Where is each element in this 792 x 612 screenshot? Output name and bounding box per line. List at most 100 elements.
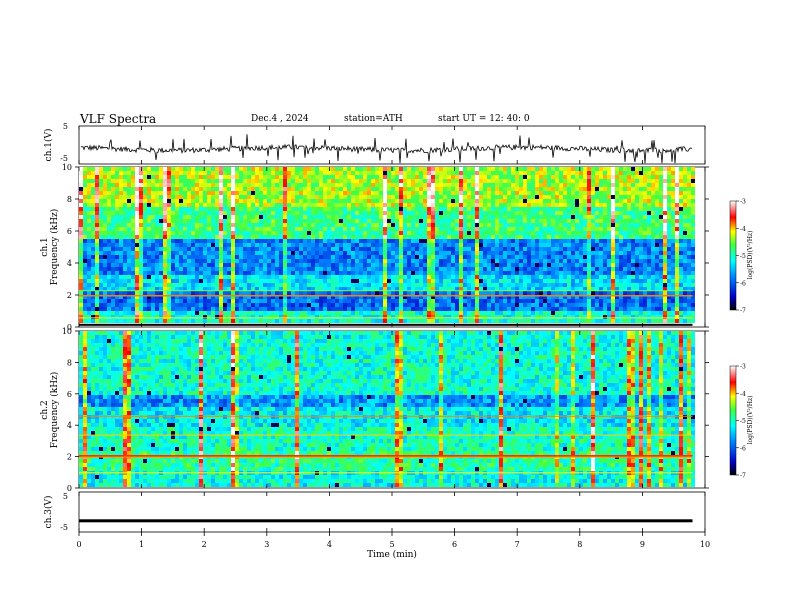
- spectrogram-cell: [259, 235, 263, 239]
- spectrogram-cell: [295, 191, 299, 195]
- spectrogram-cell: [347, 203, 351, 207]
- spectrogram-cell: [615, 223, 619, 227]
- spectrogram-cell: [95, 275, 99, 279]
- spectrogram-cell: [591, 239, 595, 243]
- spectrogram-cell: [455, 243, 459, 247]
- spectrogram-cell: [151, 179, 155, 183]
- spectrogram-cell: [287, 215, 291, 219]
- spectrogram-cell: [475, 199, 479, 203]
- spectrogram-cell: [607, 275, 611, 279]
- spectrogram-cell: [535, 227, 539, 231]
- spectrogram-cell: [543, 175, 547, 179]
- spectrogram-cell: [267, 243, 271, 247]
- spectrogram-cell: [543, 207, 547, 211]
- spectrogram-cell: [331, 259, 335, 263]
- spectrogram-cell: [363, 247, 367, 251]
- spectrogram-cell: [495, 199, 499, 203]
- spectrogram-cell: [383, 199, 387, 203]
- spectrogram-cell: [147, 287, 151, 291]
- spectrogram-cell: [335, 231, 339, 235]
- spectrogram-cell: [631, 199, 635, 203]
- spectrogram-cell: [403, 207, 407, 211]
- spectrogram-cell: [523, 231, 527, 235]
- spectrogram-cell: [327, 235, 331, 239]
- spectrogram-cell: [603, 207, 607, 211]
- spectrogram-cell: [547, 183, 551, 187]
- spectrogram-cell: [643, 223, 647, 227]
- spectrogram-cell: [311, 191, 315, 195]
- spectrogram-cell: [319, 199, 323, 203]
- spectrogram-cell: [219, 255, 223, 259]
- spectrogram-cell: [379, 255, 383, 259]
- spectrogram-cell: [691, 287, 695, 291]
- spectrogram-cell: [207, 227, 211, 231]
- spectrogram-cell: [163, 251, 167, 255]
- spectrogram-cell: [131, 271, 135, 275]
- spectrogram-cell: [599, 179, 603, 183]
- spectrogram-cell: [551, 279, 555, 283]
- spectrogram-cell: [287, 283, 291, 287]
- spectrogram-cell: [199, 263, 203, 267]
- spectrogram-cell: [623, 223, 627, 227]
- spectrogram-cell: [171, 291, 175, 295]
- spectrogram-cell: [455, 259, 459, 263]
- spectrogram-cell: [255, 171, 259, 175]
- spectrogram-cell: [311, 219, 315, 223]
- spectrogram-cell: [399, 203, 403, 207]
- spectrogram-cell: [303, 203, 307, 207]
- spectrogram-cell: [511, 203, 515, 207]
- spectrogram-cell: [311, 271, 315, 275]
- spectrogram-cell: [283, 179, 287, 183]
- spectrogram-cell: [603, 267, 607, 271]
- spectrogram-cell: [327, 187, 331, 191]
- spectrogram-cell: [227, 255, 231, 259]
- spectrogram-cell: [219, 227, 223, 231]
- spectrogram-cell: [583, 263, 587, 267]
- spectrogram-cell: [487, 259, 491, 263]
- spectrogram-cell: [243, 235, 247, 239]
- spectrogram-cell: [651, 227, 655, 231]
- spectrogram-cell: [535, 287, 539, 291]
- spectrogram-cell: [627, 259, 631, 263]
- spectrogram-cell: [395, 291, 399, 295]
- spectrogram-cell: [315, 287, 319, 291]
- spectrogram-cell: [607, 187, 611, 191]
- spectrogram-cell: [355, 203, 359, 207]
- spectrogram-cell: [135, 267, 139, 271]
- spectrogram-cell: [135, 227, 139, 231]
- spectrogram-cell: [647, 283, 651, 287]
- spectrogram-cell: [107, 271, 111, 275]
- spectrogram-cell: [383, 275, 387, 279]
- spectrogram-cell: [415, 167, 419, 171]
- spectrogram-cell: [555, 267, 559, 271]
- spectrogram-cell: [419, 207, 423, 211]
- spectrogram-cell: [639, 223, 643, 227]
- spectrogram-cell: [387, 179, 391, 183]
- spectrogram-cell: [167, 291, 171, 295]
- spectrogram-cell: [507, 291, 511, 295]
- spectrogram-cell: [631, 279, 635, 283]
- spectrogram-cell: [115, 191, 119, 195]
- spectrogram-cell: [607, 171, 611, 175]
- spectrogram-cell: [515, 203, 519, 207]
- spectrogram-cell: [683, 195, 687, 199]
- spectrogram-cell: [199, 167, 203, 171]
- spectrogram-cell: [199, 215, 203, 219]
- spectrogram-cell: [599, 203, 603, 207]
- spectrogram-cell: [171, 219, 175, 223]
- spectrogram-cell: [179, 179, 183, 183]
- spectrogram-cell: [511, 283, 515, 287]
- spectrogram-cell: [675, 179, 679, 183]
- spectrogram-cell: [503, 175, 507, 179]
- spectrogram-cell: [199, 239, 203, 243]
- spectrogram-cell: [407, 243, 411, 247]
- spectrogram-cell: [207, 187, 211, 191]
- spectrogram-cell: [399, 259, 403, 263]
- spectrogram-cell: [263, 211, 267, 215]
- spectrogram-cell: [435, 263, 439, 267]
- spectrogram-cell: [147, 203, 151, 207]
- spectrogram-cell: [263, 195, 267, 199]
- spectrogram-cell: [551, 227, 555, 231]
- spectrogram-cell: [395, 215, 399, 219]
- spectrogram-cell: [463, 235, 467, 239]
